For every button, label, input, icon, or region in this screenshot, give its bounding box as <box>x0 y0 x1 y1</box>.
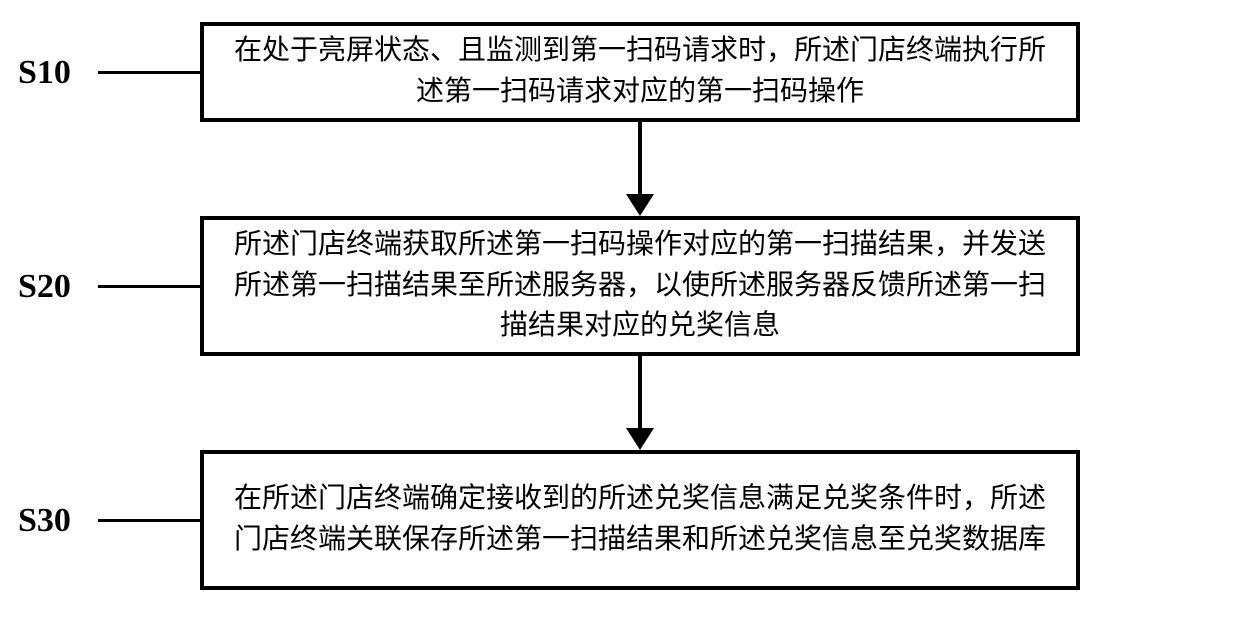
flowchart-canvas: S10 在处于亮屏状态、且监测到第一扫码请求时，所述门店终端执行所述第一扫码请求… <box>0 0 1240 628</box>
arrow-s20-s30-head <box>626 428 654 450</box>
node-s20: 所述门店终端获取所述第一扫码操作对应的第一扫描结果，并发送所述第一扫描结果至所述… <box>200 216 1080 356</box>
node-s10-text: 在处于亮屏状态、且监测到第一扫码请求时，所述门店终端执行所述第一扫码请求对应的第… <box>222 31 1058 112</box>
node-s20-text: 所述门店终端获取所述第一扫码操作对应的第一扫描结果，并发送所述第一扫描结果至所述… <box>222 225 1058 347</box>
node-s30: 在所述门店终端确定接收到的所述兑奖信息满足兑奖条件时，所述门店终端关联保存所述第… <box>200 450 1080 590</box>
arrow-s10-s20-line <box>638 122 642 194</box>
step-label-s10: S10 <box>18 54 71 92</box>
connector-s30 <box>98 519 200 522</box>
arrow-s20-s30-line <box>638 356 642 428</box>
step-label-s30: S30 <box>18 502 71 540</box>
connector-s20 <box>98 285 200 288</box>
node-s10: 在处于亮屏状态、且监测到第一扫码请求时，所述门店终端执行所述第一扫码请求对应的第… <box>200 22 1080 122</box>
step-label-s20: S20 <box>18 268 71 306</box>
node-s30-text: 在所述门店终端确定接收到的所述兑奖信息满足兑奖条件时，所述门店终端关联保存所述第… <box>222 479 1058 560</box>
connector-s10 <box>98 71 200 74</box>
arrow-s10-s20-head <box>626 194 654 216</box>
